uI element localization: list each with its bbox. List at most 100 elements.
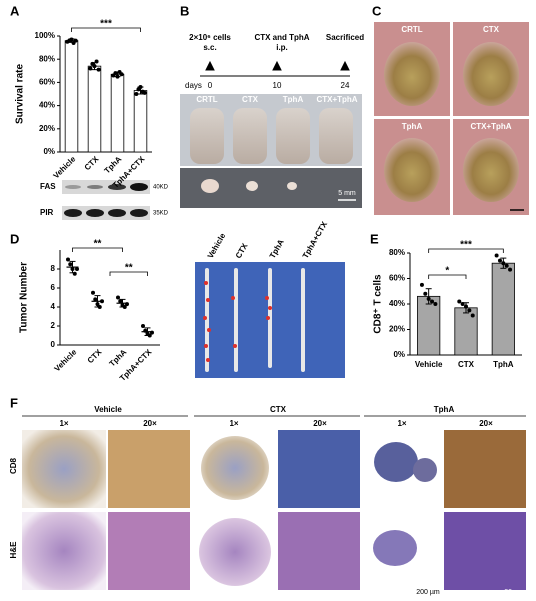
group-label: TphA+CTX bbox=[301, 219, 330, 260]
y-tick-label: 6 bbox=[51, 283, 56, 292]
magnification: 20× bbox=[313, 419, 327, 428]
y-tick-label: 4 bbox=[51, 302, 56, 311]
y-tick-label: 100% bbox=[35, 31, 55, 40]
significance-bracket bbox=[428, 274, 467, 279]
stain-label: CD8 bbox=[9, 457, 18, 474]
group-header: CTX bbox=[270, 405, 287, 414]
protein-label: PIR bbox=[40, 208, 54, 217]
data-point bbox=[75, 267, 79, 271]
data-point bbox=[141, 324, 145, 328]
y-tick-label: 80% bbox=[389, 248, 405, 257]
group-label: CTX+TphA bbox=[470, 122, 511, 131]
data-point bbox=[88, 66, 93, 71]
data-point bbox=[457, 299, 462, 304]
data-point bbox=[70, 267, 75, 271]
panel-label: B bbox=[180, 3, 189, 18]
data-point bbox=[504, 263, 509, 268]
data-point bbox=[119, 72, 124, 77]
stain-label: H&E bbox=[9, 541, 18, 559]
scale-label: 5 mm bbox=[338, 190, 356, 197]
data-point bbox=[66, 257, 70, 262]
y-tick-label: 20% bbox=[389, 325, 405, 334]
timeline-label: Sacrificed bbox=[326, 33, 364, 42]
timeline bbox=[200, 60, 350, 77]
data-point bbox=[464, 304, 468, 309]
y-tick-label: 2 bbox=[51, 321, 56, 330]
group-label: TphA bbox=[283, 95, 304, 104]
group-label: Vehicle bbox=[206, 231, 228, 260]
timeline-label: 0 bbox=[208, 81, 213, 90]
significance-bracket bbox=[71, 27, 141, 32]
x-tick-label: TphA bbox=[103, 154, 124, 175]
data-point bbox=[460, 302, 465, 306]
scale-label: 20 µm bbox=[504, 589, 524, 596]
x-tick-label: CTX bbox=[458, 360, 475, 369]
x-tick-label: Vehicle bbox=[53, 347, 79, 373]
magnification: 1× bbox=[397, 419, 406, 428]
group-label: CRTL bbox=[401, 25, 422, 34]
x-tick-label: Vehicle bbox=[415, 360, 443, 369]
y-axis-label: Survival rate bbox=[15, 64, 26, 124]
y-tick-label: 0% bbox=[43, 147, 55, 156]
group-header: Vehicle bbox=[94, 405, 122, 414]
data-point bbox=[125, 302, 129, 307]
data-point bbox=[426, 296, 431, 301]
histology-images bbox=[22, 430, 526, 590]
data-point bbox=[113, 71, 118, 76]
data-point bbox=[73, 38, 78, 43]
group-header: TphA bbox=[434, 405, 455, 414]
y-tick-label: 8 bbox=[51, 264, 56, 273]
panel-label: E bbox=[370, 231, 379, 246]
data-point bbox=[72, 271, 77, 276]
data-point bbox=[116, 295, 120, 300]
data-point bbox=[143, 328, 148, 333]
significance-bracket bbox=[72, 247, 123, 252]
data-point bbox=[96, 67, 101, 72]
bar bbox=[87, 65, 102, 153]
data-point bbox=[470, 313, 475, 318]
panel-label: C bbox=[372, 3, 382, 18]
magnification: 20× bbox=[479, 419, 493, 428]
bar bbox=[491, 262, 515, 356]
data-point bbox=[150, 330, 154, 335]
group-label: TphA bbox=[268, 238, 286, 260]
magnification: 1× bbox=[229, 419, 238, 428]
group-label: CTX+TphA bbox=[316, 95, 357, 104]
y-tick-label: 20% bbox=[39, 124, 55, 133]
y-tick-label: 0 bbox=[51, 340, 56, 349]
data-point bbox=[91, 290, 95, 295]
western-blot bbox=[62, 180, 150, 220]
data-point bbox=[497, 258, 502, 263]
x-tick-label: TphA bbox=[493, 360, 514, 369]
timeline-label: 2×10⁶ cells bbox=[189, 33, 231, 42]
significance-bracket bbox=[428, 248, 504, 253]
data-point bbox=[95, 302, 100, 307]
data-point bbox=[100, 299, 104, 304]
y-axis-label: CD8⁺ T cells bbox=[373, 274, 384, 334]
data-point bbox=[467, 308, 472, 313]
protein-label: FAS bbox=[40, 182, 56, 191]
bar bbox=[133, 90, 148, 153]
x-tick-label: CTX bbox=[86, 347, 104, 365]
size-label: 35KD bbox=[153, 211, 169, 217]
data-point bbox=[69, 37, 74, 42]
data-point bbox=[115, 74, 120, 79]
data-point bbox=[419, 282, 424, 287]
panel-label: F bbox=[10, 395, 18, 410]
data-point bbox=[97, 305, 102, 309]
bar bbox=[110, 73, 125, 153]
significance-label: *** bbox=[100, 19, 112, 30]
significance-label: *** bbox=[460, 240, 472, 251]
y-tick-label: 60% bbox=[39, 78, 55, 87]
data-point bbox=[423, 291, 428, 296]
timeline-label: 10 bbox=[273, 81, 282, 90]
data-point bbox=[430, 299, 435, 304]
dissection-photos bbox=[374, 22, 529, 215]
scale-label: 200 µm bbox=[416, 589, 440, 596]
y-tick-label: 80% bbox=[39, 54, 55, 63]
group-label: CTX bbox=[483, 25, 500, 34]
data-point bbox=[92, 64, 97, 69]
data-point bbox=[93, 297, 98, 302]
data-point bbox=[508, 267, 513, 272]
